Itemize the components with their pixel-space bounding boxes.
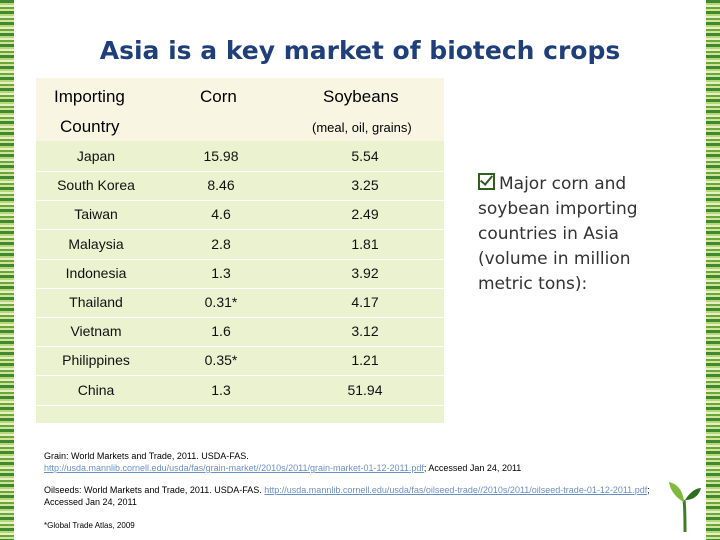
sprout-logo-icon	[669, 482, 701, 533]
table-row: Vietnam 1.6 3.12	[36, 317, 444, 348]
footnote: *Global Trade Atlas, 2009	[44, 521, 135, 530]
corn-cell: 8.46	[207, 177, 235, 194]
soybeans-cell: 3.25	[351, 177, 379, 194]
soybeans-cell: 3.12	[351, 323, 379, 340]
soybeans-cell: 5.54	[351, 148, 379, 164]
corn-cell: 1.3	[211, 264, 231, 281]
country-cell: Japan	[76, 148, 116, 164]
corn-cell: 1.6	[211, 323, 231, 340]
table-row: Philippines 0.35* 1.21	[36, 346, 444, 377]
import-table: Importing Country Corn Soybeans (meal, o…	[36, 78, 444, 423]
header-soybeans-sub: (meal, oil, grains)	[312, 120, 412, 135]
country-cell: Malaysia	[68, 235, 124, 252]
header-soybeans: Soybeans	[323, 87, 399, 106]
source-oilseeds: Oilseeds: World Markets and Trade, 2011.…	[44, 484, 674, 508]
soybeans-cell: 3.92	[351, 264, 379, 281]
table-row: South Korea 8.46 3.25	[36, 171, 444, 202]
country-cell: Philippines	[62, 352, 130, 369]
corn-cell: 0.35*	[204, 352, 238, 369]
corn-cell: 2.8	[211, 235, 231, 252]
soybeans-cell: 4.17	[351, 294, 379, 310]
soybeans-cell: 1.81	[351, 235, 379, 252]
source-oilseeds-text: Oilseeds: World Markets and Trade, 2011.…	[44, 485, 262, 495]
table-row: China 1.3 51.94	[36, 376, 444, 406]
soybeans-cell: 2.49	[351, 206, 379, 223]
table-header: Importing Country Corn Soybeans (meal, o…	[36, 78, 444, 141]
corn-cell: 1.3	[211, 381, 231, 398]
country-cell: Thailand	[69, 294, 123, 310]
table-row: Taiwan 4.6 2.49	[36, 200, 444, 231]
source-oilseeds-accessed: ; Accessed Jan 24, 2011	[44, 485, 650, 507]
checkbox-icon	[478, 173, 495, 190]
country-cell: South Korea	[57, 177, 135, 194]
corn-cell: 0.31*	[204, 294, 238, 310]
decorative-stripe-right	[706, 0, 720, 540]
country-cell: Vietnam	[70, 323, 122, 340]
note-text: Major corn and soybean importing countri…	[478, 174, 638, 294]
country-cell: Taiwan	[74, 206, 118, 223]
header-corn: Corn	[200, 87, 237, 106]
source-grain-accessed: ; Accessed Jan 24, 2011	[423, 463, 522, 473]
source-grain-text: Grain: World Markets and Trade, 2011. US…	[44, 451, 249, 461]
source-grain: Grain: World Markets and Trade, 2011. US…	[44, 450, 674, 474]
country-cell: Indonesia	[65, 264, 127, 281]
header-importing: Importing	[54, 87, 125, 106]
soybeans-cell: 51.94	[347, 381, 383, 398]
table-row: Malaysia 2.8 1.81	[36, 230, 444, 260]
source-grain-link[interactable]: http://usda.mannlib.cornell.edu/usda/fas…	[44, 463, 424, 473]
slide-title: Asia is a key market of biotech crops	[99, 36, 621, 65]
header-country: Country	[60, 117, 120, 136]
corn-cell: 4.6	[211, 206, 231, 223]
corn-cell: 15.98	[203, 148, 239, 164]
table-row: Indonesia 1.3 3.92	[36, 259, 444, 289]
country-cell: China	[77, 381, 115, 398]
source-oilseeds-link[interactable]: http://usda.mannlib.cornell.edu/usda/fas…	[264, 485, 648, 495]
note-text-block: Major corn and soybean importing countri…	[478, 172, 678, 297]
decorative-stripe-left	[0, 0, 14, 540]
table-row: Thailand 0.31* 4.17	[36, 288, 444, 318]
soybeans-cell: 1.21	[351, 352, 379, 369]
table-row: Japan 15.98 5.54	[36, 142, 444, 172]
